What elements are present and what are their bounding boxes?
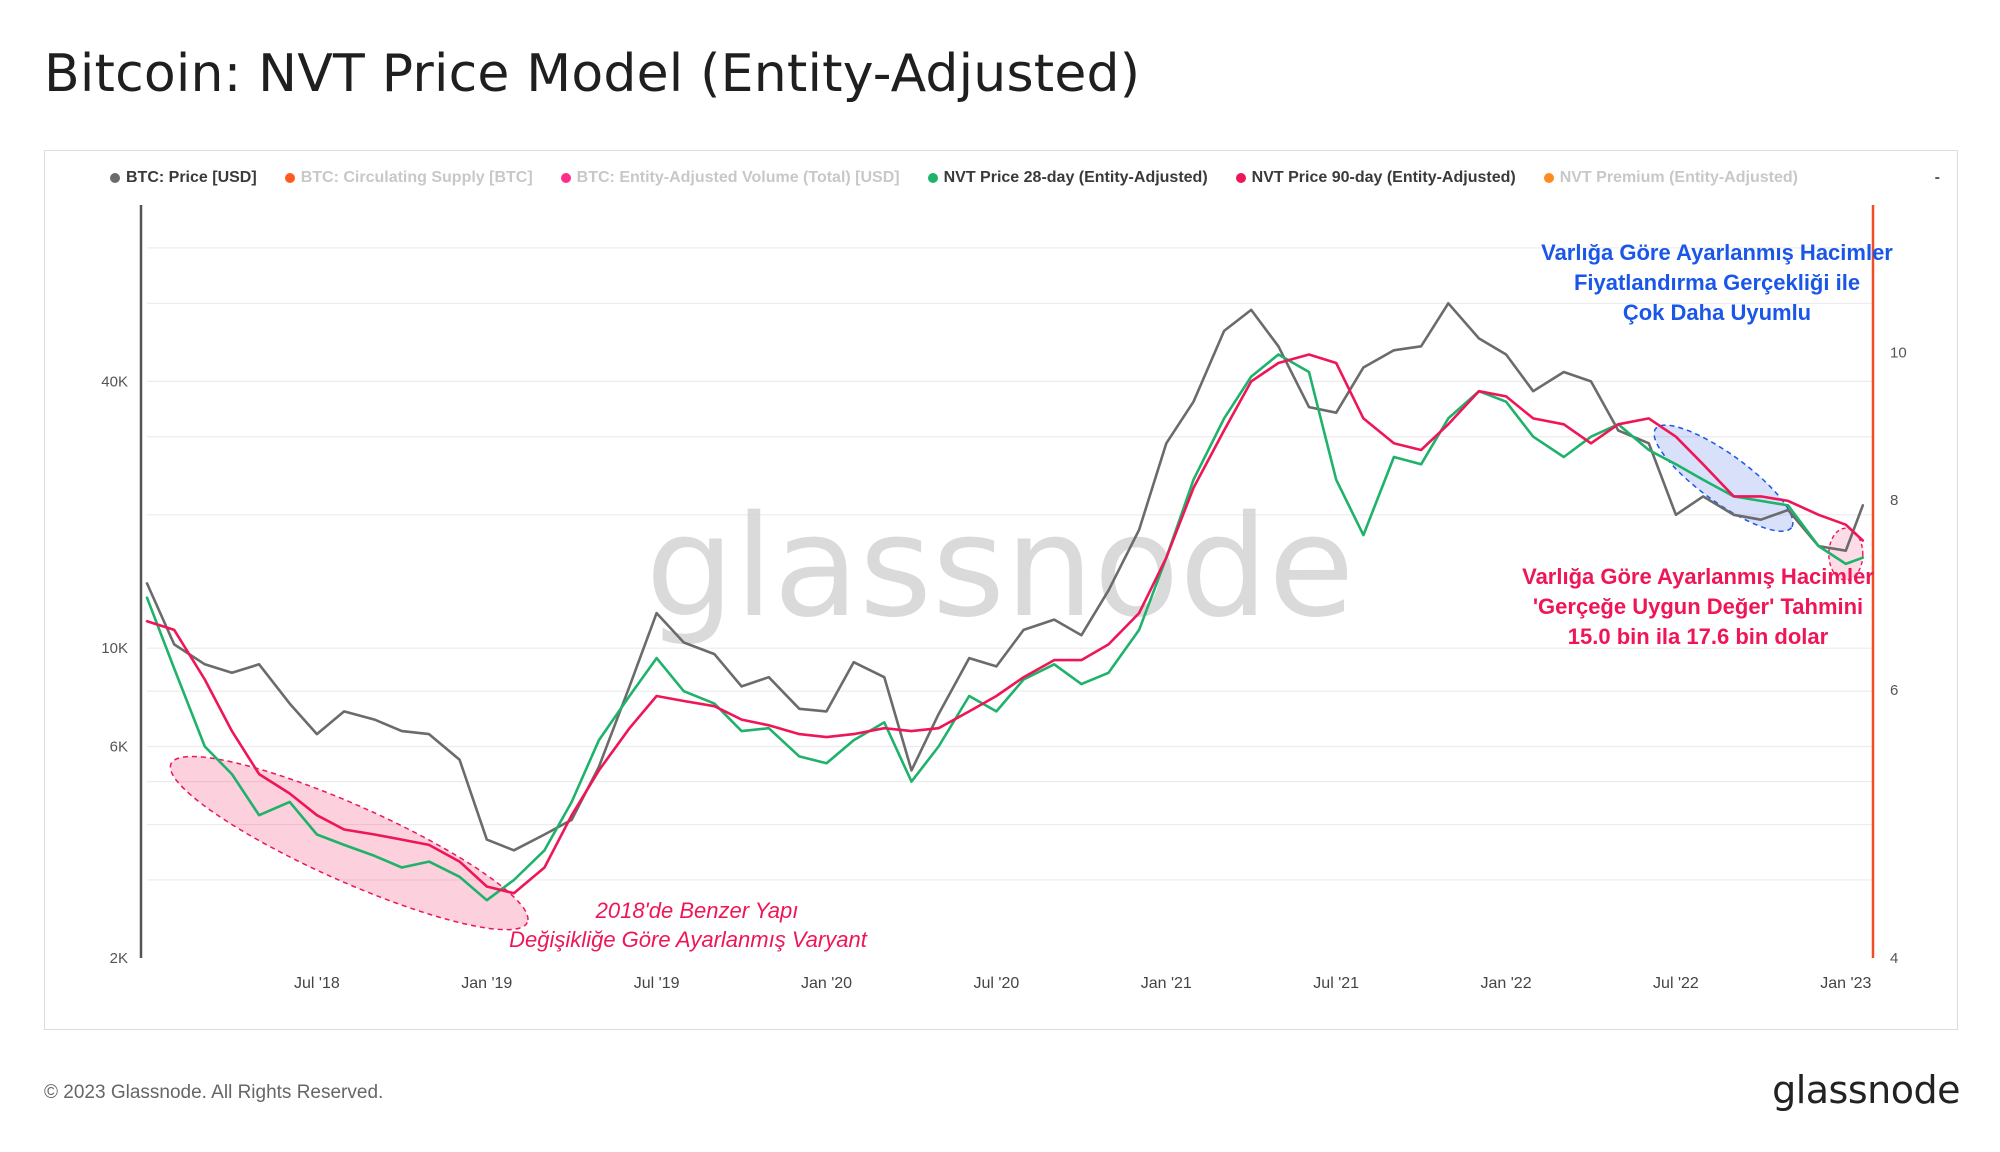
y-right-tick-label: 10 bbox=[1890, 344, 1907, 361]
annotation-left-line: 2018'de Benzer Yapı bbox=[595, 898, 799, 923]
grid-lines bbox=[147, 247, 1873, 881]
y-left-tick-label: 2K bbox=[110, 950, 128, 967]
highlight-ellipse-2022 bbox=[1653, 424, 1794, 533]
legend-dot-icon bbox=[560, 173, 571, 183]
watermark: glassnode bbox=[646, 486, 1355, 649]
legend-label: NVT Premium (Entity-Adjusted) bbox=[1559, 169, 1798, 186]
highlight-ellipse-2023 bbox=[1828, 527, 1864, 581]
x-tick-label: Jan '23 bbox=[1820, 975, 1871, 992]
copyright-footer: © 2023 Glassnode. All Rights Reserved. bbox=[44, 1082, 384, 1103]
y-right-tick-label: 6 bbox=[1890, 682, 1898, 699]
x-tick-label: Jul '21 bbox=[1313, 975, 1359, 992]
brand-logo: glassnode bbox=[1772, 1068, 1960, 1112]
x-tick-label: Jan '22 bbox=[1481, 975, 1532, 992]
legend-item-supply[interactable]: BTC: Circulating Supply [BTC] bbox=[284, 169, 533, 187]
annotation-bottom-right-line: 'Gerçeğe Uygun Değer' Tahmini bbox=[1533, 594, 1863, 619]
legend-label: BTC: Entity-Adjusted Volume (Total) [USD… bbox=[576, 169, 900, 186]
legend-menu-dash[interactable]: - bbox=[1934, 169, 1940, 186]
highlight-ellipse-2018 bbox=[169, 755, 529, 931]
x-tick-label: Jul '22 bbox=[1653, 975, 1699, 992]
legend-item-nvt28[interactable]: NVT Price 28-day (Entity-Adjusted) bbox=[927, 169, 1208, 187]
legend-label: BTC: Circulating Supply [BTC] bbox=[300, 169, 533, 186]
legend-item-premium[interactable]: NVT Premium (Entity-Adjusted) bbox=[1543, 169, 1798, 187]
legend-dot-icon bbox=[284, 173, 295, 183]
page-title: Bitcoin: NVT Price Model (Entity-Adjuste… bbox=[44, 44, 1141, 104]
y-right-tick-label: 8 bbox=[1890, 492, 1898, 509]
annotation-left-line: Değişikliğe Göre Ayarlanmış Varyant bbox=[509, 927, 868, 952]
legend-dot-icon bbox=[1543, 173, 1554, 183]
legend-label: NVT Price 90-day (Entity-Adjusted) bbox=[1251, 169, 1516, 186]
series-lines bbox=[145, 301, 1865, 902]
chart-legend: BTC: Price [USD] BTC: Circulating Supply… bbox=[110, 166, 1940, 190]
legend-dot-icon bbox=[927, 173, 938, 183]
legend-label: BTC: Price [USD] bbox=[126, 169, 257, 186]
x-tick-label: Jan '20 bbox=[801, 975, 852, 992]
tick-labels: Jul '18 Jan '19 Jul '19 Jan '20 Jul '20 Jan '… bbox=[101, 344, 1906, 992]
annotation-top-right-line: Çok Daha Uyumlu bbox=[1623, 300, 1811, 325]
series-line bbox=[145, 301, 1865, 852]
legend-item-price[interactable]: BTC: Price [USD] bbox=[110, 169, 257, 187]
x-tick-label: Jul '20 bbox=[974, 975, 1020, 992]
legend-item-nvt90[interactable]: NVT Price 90-day (Entity-Adjusted) bbox=[1235, 169, 1516, 187]
annotation-top-right-line: Varlığa Göre Ayarlanmış Hacimler bbox=[1541, 240, 1893, 265]
legend-dot-icon bbox=[1235, 173, 1246, 183]
y-left-tick-label: 40K bbox=[101, 373, 128, 390]
series-line bbox=[145, 353, 1865, 895]
x-tick-label: Jul '18 bbox=[294, 975, 340, 992]
x-tick-label: Jan '21 bbox=[1141, 975, 1192, 992]
axes bbox=[139, 205, 1875, 958]
annotation-bottom-right-line: 15.0 bin ila 17.6 bin dolar bbox=[1568, 624, 1829, 649]
legend-label: NVT Price 28-day (Entity-Adjusted) bbox=[943, 169, 1208, 186]
y-left-tick-label: 6K bbox=[110, 739, 128, 756]
x-tick-label: Jul '19 bbox=[634, 975, 680, 992]
legend-dot-icon bbox=[110, 173, 120, 183]
annotation-top-right-line: Fiyatlandırma Gerçekliği ile bbox=[1574, 270, 1860, 295]
annotation-bottom-right-line: Varlığa Göre Ayarlanmış Hacimler bbox=[1522, 564, 1874, 589]
highlight-ellipses bbox=[169, 424, 1864, 931]
x-tick-label: Jan '19 bbox=[461, 975, 512, 992]
annotations: 2018'de Benzer Yapı Değişikliğe Göre Ayar… bbox=[509, 240, 1893, 952]
y-left-tick-label: 10K bbox=[101, 640, 128, 657]
legend-item-volume[interactable]: BTC: Entity-Adjusted Volume (Total) [USD… bbox=[560, 169, 900, 187]
chart-frame bbox=[44, 150, 1958, 1030]
y-right-tick-label: 4 bbox=[1890, 950, 1898, 967]
